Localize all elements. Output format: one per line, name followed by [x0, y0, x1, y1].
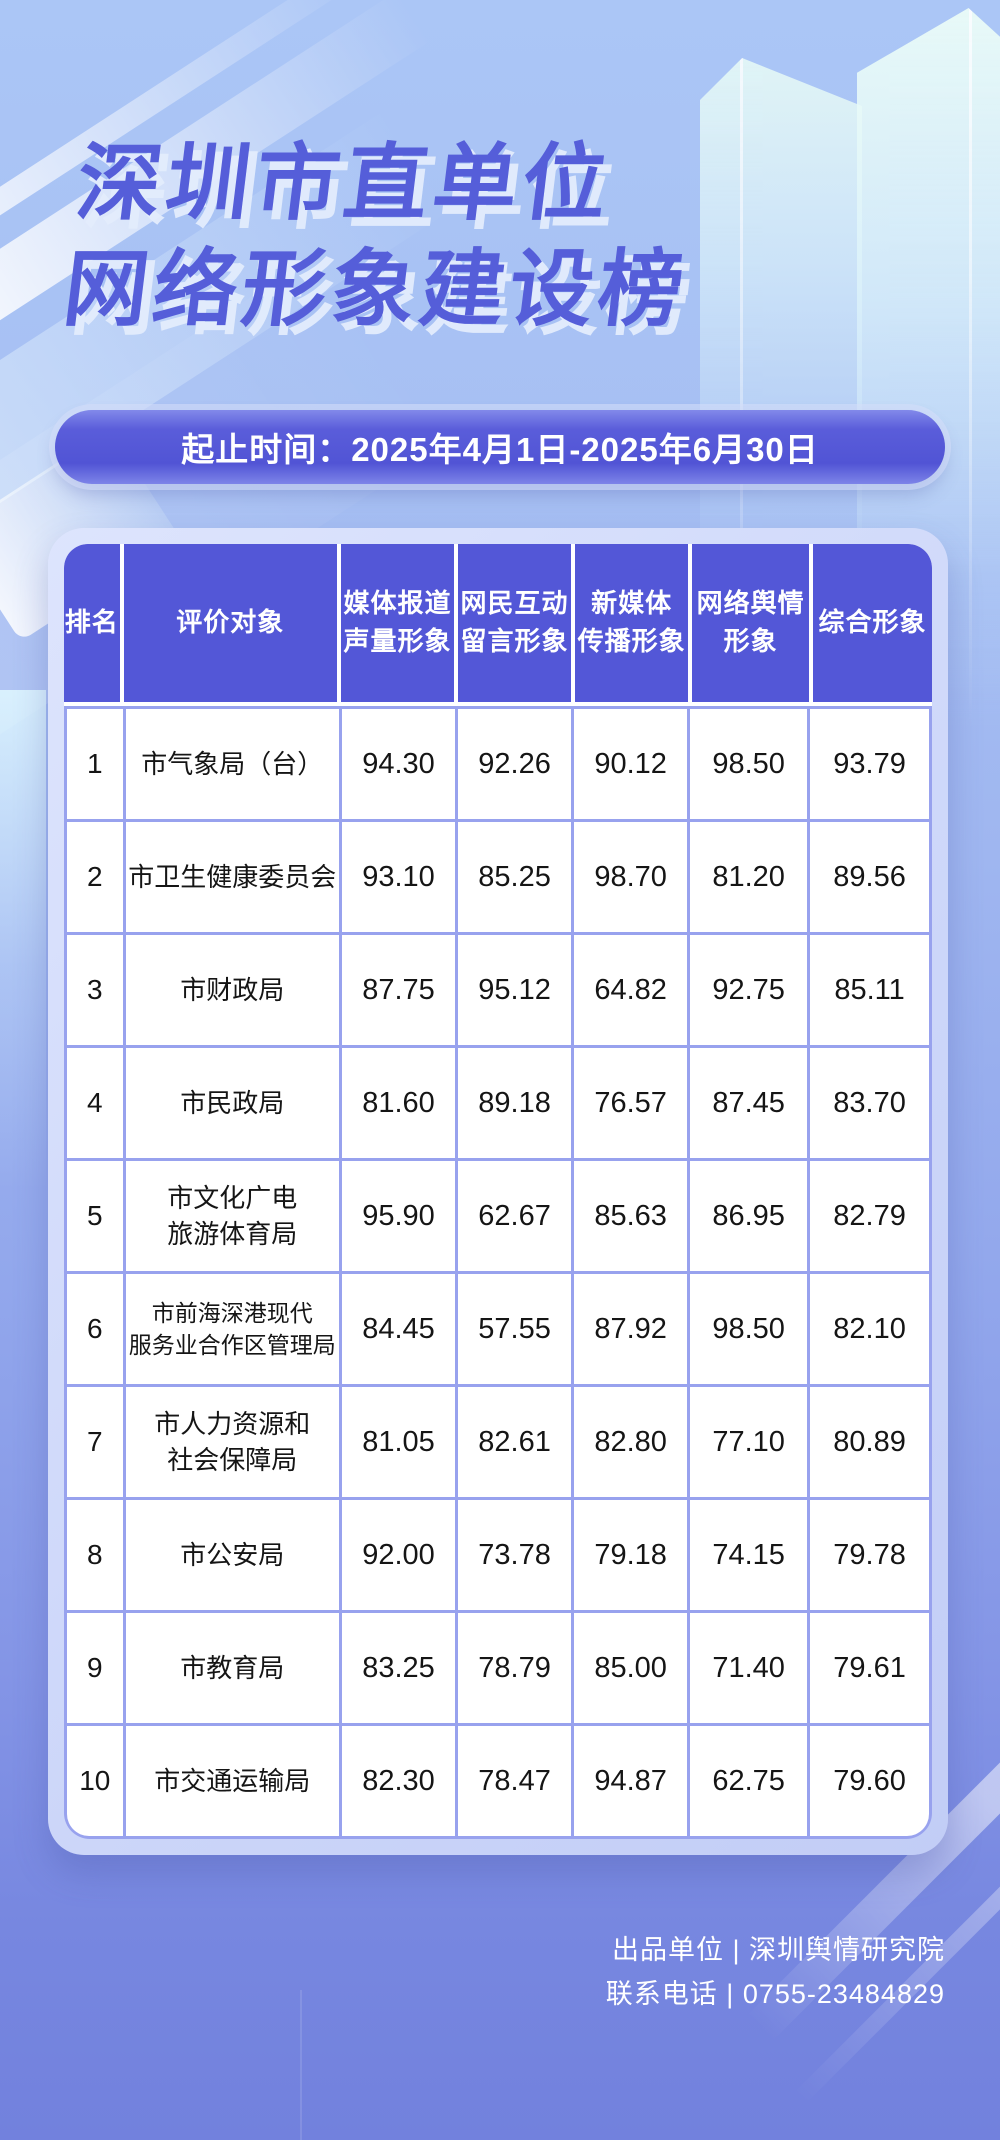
score-cell: 98.50: [690, 1274, 808, 1384]
score-cell: 85.63: [574, 1161, 688, 1271]
score-cell: 98.70: [574, 822, 688, 932]
score-cell: 87.92: [574, 1274, 688, 1384]
score-cell: 89.56: [810, 822, 929, 932]
score-cell: 92.26: [458, 709, 572, 819]
score-cell: 79.78: [810, 1500, 929, 1610]
score-cell: 86.95: [690, 1161, 808, 1271]
score-cell: 83.70: [810, 1048, 929, 1158]
column-header-media: 媒体报道 声量形象: [340, 544, 455, 702]
building-facet: [969, 8, 972, 728]
column-header-entity: 评价对象: [123, 544, 337, 702]
table-header-row: 排名 评价对象 媒体报道 声量形象 网民互动 留言形象 新媒体 传播形象 网络舆…: [64, 544, 932, 706]
page-title-line1: 深圳市直单位: [71, 136, 618, 230]
score-cell: 85.25: [458, 822, 572, 932]
score-cell: 71.40: [690, 1613, 808, 1723]
score-cell: 85.00: [574, 1613, 688, 1723]
column-header-overall: 综合形象: [813, 544, 932, 702]
rank-cell: 9: [67, 1613, 123, 1723]
rank-cell: 10: [67, 1726, 123, 1836]
score-cell: 94.30: [341, 709, 456, 819]
footer-credits: 出品单位 | 深圳舆情研究院 联系电话 | 0755-23484829: [606, 1928, 945, 2016]
rank-cell: 1: [67, 709, 123, 819]
column-header-interaction: 网民互动 留言形象: [458, 544, 572, 702]
column-header-sentiment: 网络舆情 形象: [692, 544, 810, 702]
score-cell: 78.79: [458, 1613, 572, 1723]
score-cell: 57.55: [458, 1274, 572, 1384]
score-cell: 82.10: [810, 1274, 929, 1384]
score-cell: 74.15: [690, 1500, 808, 1610]
score-cell: 79.60: [810, 1726, 929, 1836]
page-title: 深圳市直单位 网络形象建设榜: [58, 130, 707, 342]
entity-cell: 市民政局: [125, 1048, 339, 1158]
rank-cell: 5: [67, 1161, 123, 1271]
score-cell: 82.80: [574, 1387, 688, 1497]
ranking-table-panel: 排名 评价对象 媒体报道 声量形象 网民互动 留言形象 新媒体 传播形象 网络舆…: [48, 528, 948, 1855]
score-cell: 95.90: [341, 1161, 456, 1271]
date-range-banner: 起止时间：2025年4月1日-2025年6月30日: [55, 410, 945, 484]
score-cell: 85.11: [810, 935, 929, 1045]
score-cell: 90.12: [574, 709, 688, 819]
score-cell: 77.10: [690, 1387, 808, 1497]
score-cell: 76.57: [574, 1048, 688, 1158]
score-cell: 64.82: [574, 935, 688, 1045]
score-cell: 94.87: [574, 1726, 688, 1836]
date-range-text: 起止时间：2025年4月1日-2025年6月30日: [181, 431, 819, 468]
score-cell: 80.89: [810, 1387, 929, 1497]
score-cell: 81.20: [690, 822, 808, 932]
score-cell: 83.25: [341, 1613, 456, 1723]
rank-cell: 2: [67, 822, 123, 932]
rank-cell: 3: [67, 935, 123, 1045]
score-cell: 98.50: [690, 709, 808, 819]
score-cell: 93.79: [810, 709, 929, 819]
table-body: 1 市气象局（台） 94.30 92.26 90.12 98.50 93.79 …: [64, 706, 932, 1839]
score-cell: 62.67: [458, 1161, 572, 1271]
score-cell: 82.79: [810, 1161, 929, 1271]
entity-cell: 市卫生健康委员会: [125, 822, 339, 932]
score-cell: 87.45: [690, 1048, 808, 1158]
score-cell: 92.00: [341, 1500, 456, 1610]
score-cell: 84.45: [341, 1274, 456, 1384]
entity-cell: 市文化广电 旅游体育局: [125, 1161, 339, 1271]
contact-phone-line: 联系电话 | 0755-23484829: [605, 1979, 945, 2009]
rank-cell: 7: [67, 1387, 123, 1497]
score-cell: 95.12: [458, 935, 572, 1045]
score-cell: 81.05: [341, 1387, 456, 1497]
score-cell: 87.75: [341, 935, 456, 1045]
score-cell: 79.18: [574, 1500, 688, 1610]
score-cell: 92.75: [690, 935, 808, 1045]
producer-line: 出品单位 | 深圳舆情研究院: [611, 1935, 945, 1965]
score-cell: 81.60: [341, 1048, 456, 1158]
bottom-left-silhouette: [300, 1990, 302, 2140]
rank-cell: 8: [67, 1500, 123, 1610]
score-cell: 82.61: [458, 1387, 572, 1497]
entity-cell: 市公安局: [125, 1500, 339, 1610]
score-cell: 78.47: [458, 1726, 572, 1836]
page-title-line2: 网络形象建设榜: [58, 242, 694, 336]
entity-cell: 市前海深港现代 服务业合作区管理局: [125, 1274, 339, 1384]
score-cell: 73.78: [458, 1500, 572, 1610]
column-header-newmedia: 新媒体 传播形象: [575, 544, 689, 702]
score-cell: 89.18: [458, 1048, 572, 1158]
entity-cell: 市交通运输局: [125, 1726, 339, 1836]
column-header-rank: 排名: [64, 544, 120, 702]
entity-cell: 市人力资源和 社会保障局: [125, 1387, 339, 1497]
rank-cell: 6: [67, 1274, 123, 1384]
entity-cell: 市财政局: [125, 935, 339, 1045]
score-cell: 93.10: [341, 822, 456, 932]
score-cell: 79.61: [810, 1613, 929, 1723]
score-cell: 62.75: [690, 1726, 808, 1836]
rank-cell: 4: [67, 1048, 123, 1158]
left-light-band: [0, 690, 46, 1190]
score-cell: 82.30: [341, 1726, 456, 1836]
entity-cell: 市教育局: [125, 1613, 339, 1723]
entity-cell: 市气象局（台）: [125, 709, 339, 819]
